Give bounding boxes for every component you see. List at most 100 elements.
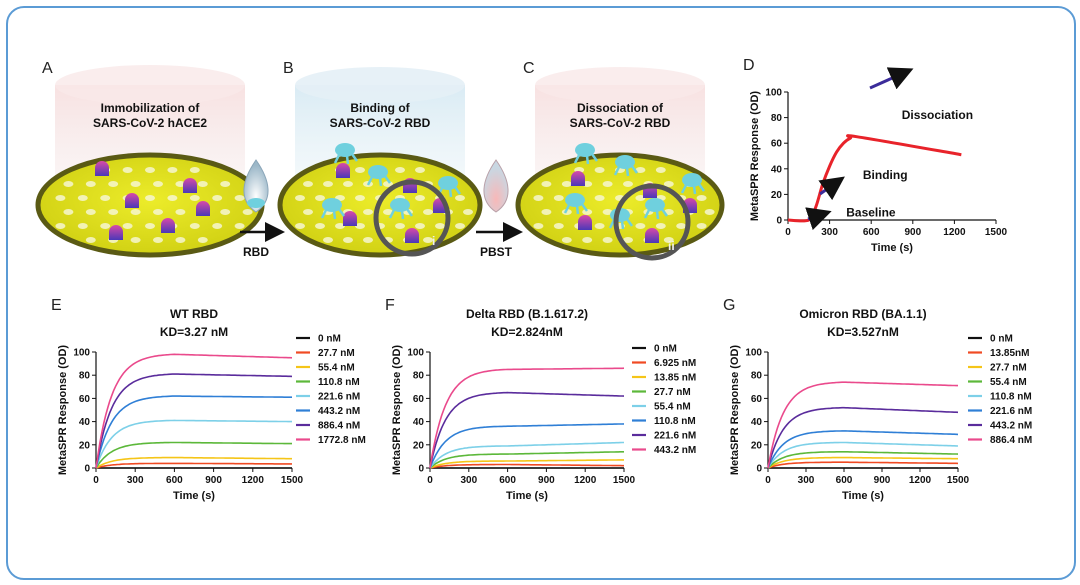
y-axis-label: MetaSPR Response (OD) bbox=[57, 345, 69, 476]
zoom-label: i bbox=[432, 234, 435, 248]
x-tick-label: 1200 bbox=[909, 475, 932, 486]
molecule-leg bbox=[660, 208, 669, 217]
dish-dot bbox=[77, 195, 88, 201]
rbd-molecule-icon bbox=[573, 143, 599, 165]
series-line-110-8-nm bbox=[767, 441, 959, 469]
rbd-molecule-icon bbox=[366, 165, 392, 187]
hace2-receptor-icon bbox=[578, 215, 592, 230]
series-line-221-6-nm bbox=[767, 430, 959, 469]
dish-dot bbox=[635, 223, 646, 229]
molecule-leg bbox=[448, 188, 453, 198]
dish-dot bbox=[415, 223, 425, 229]
x-tick-label: 300 bbox=[798, 475, 815, 486]
dish-dot bbox=[415, 167, 425, 173]
legend-label: 13.85nM bbox=[990, 348, 1029, 359]
panel-text-line1: Binding of bbox=[350, 101, 410, 115]
dish-dot bbox=[383, 209, 393, 215]
chart-subtitle: KD=3.27 nM bbox=[160, 325, 228, 339]
x-tick-label: 600 bbox=[863, 227, 880, 238]
dish-dot bbox=[696, 223, 707, 229]
rbd-molecule-icon bbox=[680, 173, 706, 195]
dish-dot bbox=[175, 181, 186, 187]
dish-dot bbox=[435, 223, 445, 229]
panel-letter: A bbox=[42, 60, 53, 77]
y-tick-label: 60 bbox=[771, 139, 783, 150]
hace2-receptor-icon bbox=[95, 161, 109, 176]
dish-dot bbox=[153, 209, 163, 215]
hace2-receptor-icon bbox=[645, 228, 659, 243]
annotation-label: Dissociation bbox=[902, 108, 973, 122]
rbd-molecule-icon bbox=[436, 176, 462, 198]
panel-letter: D bbox=[743, 57, 755, 74]
dish-dot bbox=[395, 167, 405, 173]
dish-dot bbox=[145, 167, 155, 173]
molecule-body bbox=[390, 198, 410, 212]
series-line-886-4-nm bbox=[767, 381, 958, 469]
legend-label: 110.8 nM bbox=[654, 416, 696, 427]
x-axis-label: Time (s) bbox=[173, 490, 215, 502]
legend-label: 13.85 nM bbox=[654, 373, 696, 384]
dish-dot bbox=[355, 195, 365, 201]
y-tick-label: 100 bbox=[745, 348, 762, 359]
molecule-body bbox=[682, 173, 702, 187]
dish-dot bbox=[145, 223, 155, 229]
panel-text-line2: SARS-CoV-2 RBD bbox=[330, 116, 431, 130]
dish-dot bbox=[108, 181, 119, 187]
legend-label: 221.6 nM bbox=[318, 392, 360, 403]
x-tick-label: 900 bbox=[874, 475, 891, 486]
dish-dot bbox=[303, 181, 313, 187]
dish-dot bbox=[602, 237, 613, 243]
molecule-body bbox=[335, 143, 355, 157]
molecule-body bbox=[322, 198, 342, 212]
receptors bbox=[336, 163, 447, 243]
annotation-arrow bbox=[818, 176, 845, 201]
x-tick-label: 0 bbox=[427, 475, 433, 486]
dish-dot bbox=[696, 195, 707, 201]
x-tick-label: 0 bbox=[765, 475, 771, 486]
dish-dot bbox=[315, 195, 325, 201]
dish-dot bbox=[363, 209, 373, 215]
chart-d: D 0 20 40 60 80 100 0 300 600 900 1200 1500 Time (s) M… bbox=[743, 57, 1008, 254]
dish-dot bbox=[234, 195, 245, 201]
dish-dot bbox=[153, 237, 163, 243]
y-tick-label: 60 bbox=[79, 394, 91, 405]
dish-dot bbox=[602, 181, 613, 187]
legend-label: 1772.8 nM bbox=[318, 435, 366, 446]
molecule-leg bbox=[563, 204, 571, 214]
molecule-leg bbox=[575, 205, 580, 215]
y-axis-label: MetaSPR Response (OD) bbox=[749, 91, 761, 222]
dish-dot bbox=[100, 195, 111, 201]
x-tick-label: 900 bbox=[205, 475, 222, 486]
panel-letter: F bbox=[385, 297, 395, 314]
legend-label: 443.2 nM bbox=[990, 421, 1032, 432]
x-tick-label: 900 bbox=[538, 475, 555, 486]
molecule-body bbox=[575, 143, 595, 157]
dish-dot bbox=[167, 167, 178, 173]
x-tick-label: 1500 bbox=[281, 475, 304, 486]
x-tick-label: 1200 bbox=[242, 475, 265, 486]
dish-dot bbox=[623, 181, 633, 187]
x-tick-label: 900 bbox=[904, 227, 921, 238]
rbd-molecule-icon bbox=[643, 198, 669, 220]
dish-dot bbox=[197, 237, 208, 243]
x-tick-label: 600 bbox=[836, 475, 853, 486]
legend-label: 221.6 nM bbox=[990, 406, 1032, 417]
dish-dot bbox=[355, 223, 365, 229]
molecule-leg bbox=[625, 218, 634, 227]
dish-dot bbox=[55, 223, 66, 229]
dish-dot bbox=[594, 195, 605, 201]
dish-dot bbox=[315, 223, 325, 229]
hace2-receptor-icon bbox=[571, 171, 585, 186]
y-tick-label: 20 bbox=[79, 440, 91, 451]
dish-dot bbox=[541, 181, 552, 187]
x-tick-label: 0 bbox=[785, 227, 791, 238]
y-tick-label: 0 bbox=[84, 464, 90, 475]
y-tick-label: 40 bbox=[771, 164, 783, 175]
panel-letter: C bbox=[523, 60, 535, 77]
well-top bbox=[535, 67, 705, 103]
dish-dot bbox=[63, 209, 74, 215]
y-tick-label: 0 bbox=[776, 216, 782, 227]
dish-dot bbox=[455, 223, 465, 229]
dish-dot bbox=[175, 237, 186, 243]
series-line-221-6-nm bbox=[95, 419, 292, 469]
